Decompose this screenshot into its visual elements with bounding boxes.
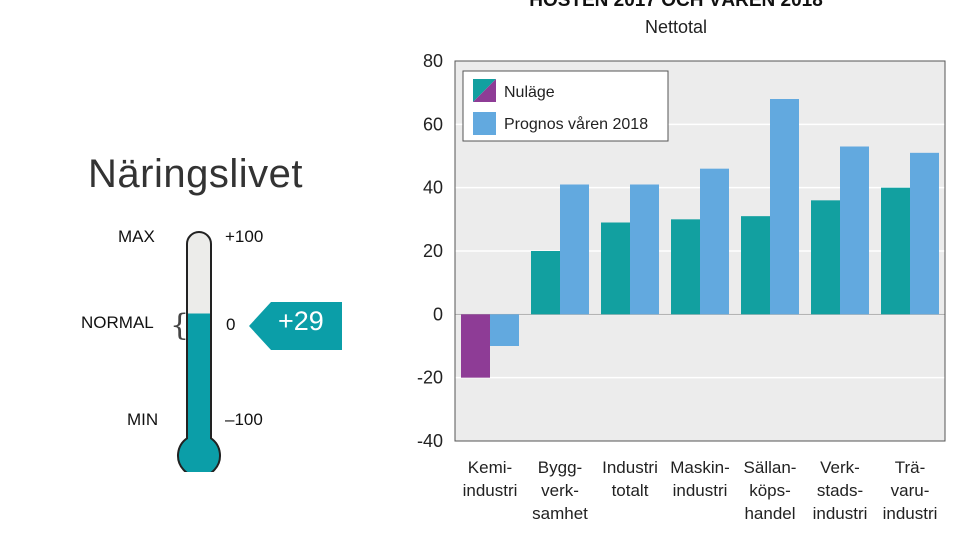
- chart-subtitle: Nettotal: [644, 17, 708, 37]
- bar-prognos: [840, 146, 869, 315]
- x-tick-label: Bygg-verk-samhet: [532, 458, 588, 523]
- bar-prognos: [630, 184, 659, 315]
- bar-prognos: [770, 99, 799, 315]
- y-tick-label: 80: [423, 51, 443, 71]
- bar-nulage: [741, 216, 770, 315]
- x-tick-label: Sällan-köps-handel: [744, 458, 797, 523]
- bar-nulage: [601, 222, 630, 315]
- normal-range-brace-icon: {: [170, 308, 190, 343]
- thermometer-outline: [177, 231, 221, 472]
- y-tick-label: -20: [417, 368, 443, 388]
- normal-value: 0: [226, 315, 236, 334]
- bar-nulage: [811, 200, 840, 315]
- chart-title: HÖSTEN 2017 OCH VÅREN 2018: [529, 0, 823, 11]
- x-tick-label: Industri totalt: [602, 458, 658, 500]
- bar-prognos: [560, 184, 589, 315]
- gauge-title: Näringslivet: [88, 152, 303, 196]
- y-tick-label: 0: [433, 304, 443, 324]
- thermometer-icon: [177, 231, 221, 472]
- bar-nulage: [671, 219, 700, 315]
- current-value-label: +29: [278, 306, 324, 336]
- normal-label: NORMAL: [81, 313, 154, 332]
- legend-box: [462, 70, 669, 142]
- bar-chart: 80 60 40 20 0 -20 -40 Kemi-industri Bygg-verk-sa…: [417, 51, 946, 523]
- current-value-pointer: [249, 302, 342, 350]
- max-value: +100: [225, 227, 264, 246]
- x-tick-label: Maskin-industri: [670, 458, 730, 500]
- legend-swatch-prognos: [473, 112, 496, 135]
- max-label: MAX: [118, 227, 155, 246]
- min-label: MIN: [127, 410, 159, 429]
- bar-prognos: [700, 168, 729, 315]
- y-tick-label: 20: [423, 241, 443, 261]
- legend-swatch-nulage-negative: [473, 79, 496, 102]
- plot-frame: [454, 60, 946, 442]
- y-tick-label: 40: [423, 178, 443, 198]
- y-tick-label: -40: [417, 431, 443, 451]
- bar-nulage: [461, 314, 490, 378]
- y-tick-label: 60: [423, 114, 443, 134]
- legend: Nuläge Prognos våren 2018: [462, 70, 669, 142]
- min-value: –100: [225, 410, 263, 429]
- legend-label-prognos: Prognos våren 2018: [504, 115, 648, 133]
- bar-nulage: [531, 251, 560, 315]
- bar-prognos: [490, 314, 519, 346]
- bar-nulage: [881, 187, 910, 315]
- x-tick-label: Trä-varu-industri: [883, 458, 938, 523]
- legend-label-nulage: Nuläge: [504, 84, 555, 101]
- x-tick-label: Kemi-industri: [463, 458, 518, 500]
- thermometer-fill: [178, 313, 220, 472]
- bar-prognos: [910, 152, 939, 315]
- x-tick-label: Verk-stads-industri: [813, 458, 868, 523]
